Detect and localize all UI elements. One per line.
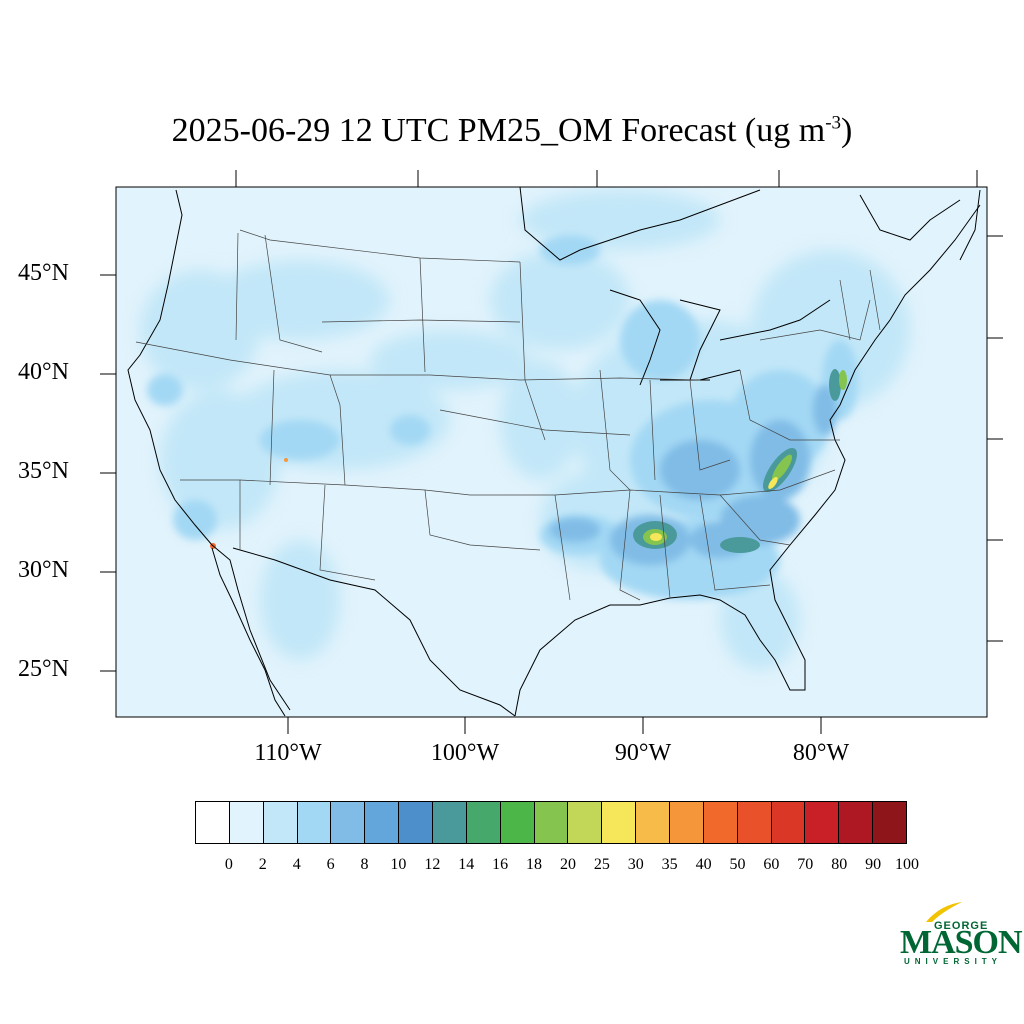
colorbar-tick-label: 30 <box>627 856 644 873</box>
lat-label-25n: 25°N <box>18 656 69 682</box>
logo-university: UNIVERSITY <box>904 957 1003 966</box>
colorbar-box <box>196 802 230 843</box>
logo-george: GEORGE <box>934 920 989 932</box>
colorbar-tick-label: 0 <box>224 856 233 873</box>
state-borders <box>135 229 881 601</box>
colorbar-box <box>263 802 298 843</box>
colorbar-tick-label: 60 <box>763 856 780 873</box>
colorbar-tick-label: 16 <box>492 856 509 873</box>
colorbar-tick-label: 14 <box>458 856 475 873</box>
colorbar-box <box>602 802 637 843</box>
colorbar-tick-label: 8 <box>360 856 369 873</box>
george-mason-logo: GEORGE MASON UNIVERSITY <box>898 900 1023 970</box>
colorbar-box <box>737 802 772 843</box>
colorbar-tick-label: 6 <box>326 856 335 873</box>
lat-label-40n: 40°N <box>18 359 69 385</box>
colorbar-box <box>771 802 806 843</box>
colorbar-tick-label: 20 <box>559 856 576 873</box>
colorbar-box <box>500 802 535 843</box>
logo-mason: MASON <box>900 924 1023 961</box>
axis-ticks <box>100 170 1003 734</box>
colorbar-tick-label: 4 <box>292 856 301 873</box>
colorbar-tick-label: 10 <box>390 856 407 873</box>
colorbar-box <box>703 802 738 843</box>
colorbar-tick-label: 18 <box>526 856 543 873</box>
colorbar-box <box>365 802 400 843</box>
colorbar-tick-label: 50 <box>729 856 746 873</box>
colorbar-tick-label: 80 <box>831 856 848 873</box>
lat-label-45n: 45°N <box>18 260 69 286</box>
colorbar-tick-label: 12 <box>424 856 441 873</box>
colorbar-box <box>568 802 603 843</box>
lat-label-30n: 30°N <box>18 557 69 583</box>
colorbar-box <box>399 802 434 843</box>
colorbar-box <box>466 802 501 843</box>
title-superscript: -3 <box>825 112 842 134</box>
logo-swoosh-icon <box>926 902 962 922</box>
colorbar-box <box>534 802 569 843</box>
colorbar-tick-label: 100 <box>895 856 919 873</box>
colorbar-tick-label: 40 <box>695 856 712 873</box>
lon-label-90w: 90°W <box>614 740 672 766</box>
coastlines <box>127 187 981 717</box>
lon-label-110w: 110°W <box>254 740 322 766</box>
colorbar-tick-label: 2 <box>258 856 267 873</box>
colorbar-box <box>873 802 907 843</box>
colorbar-box <box>670 802 704 843</box>
lat-label-35n: 35°N <box>18 458 69 484</box>
lon-label-100w: 100°W <box>430 740 500 766</box>
lon-label-80w: 80°W <box>792 740 850 766</box>
colorbar-box <box>805 802 840 843</box>
colorbar-box <box>839 802 874 843</box>
colorbar-box <box>331 802 366 843</box>
colorbar <box>195 801 907 844</box>
colorbar-tick-label: 25 <box>593 856 610 873</box>
chart-title: 2025-06-29 12 UTC PM25_OM Forecast (ug m… <box>171 112 853 149</box>
colorbar-tick-label: 70 <box>797 856 814 873</box>
map-field <box>116 187 987 717</box>
colorbar-box <box>636 802 671 843</box>
colorbar-tick-label: 90 <box>865 856 882 873</box>
very-high-concentration-regions <box>643 370 847 545</box>
colorbar-box <box>433 802 467 843</box>
colorbar-tick-label: 35 <box>661 856 678 873</box>
colorbar-box <box>297 802 332 843</box>
colorbar-box <box>229 802 264 843</box>
